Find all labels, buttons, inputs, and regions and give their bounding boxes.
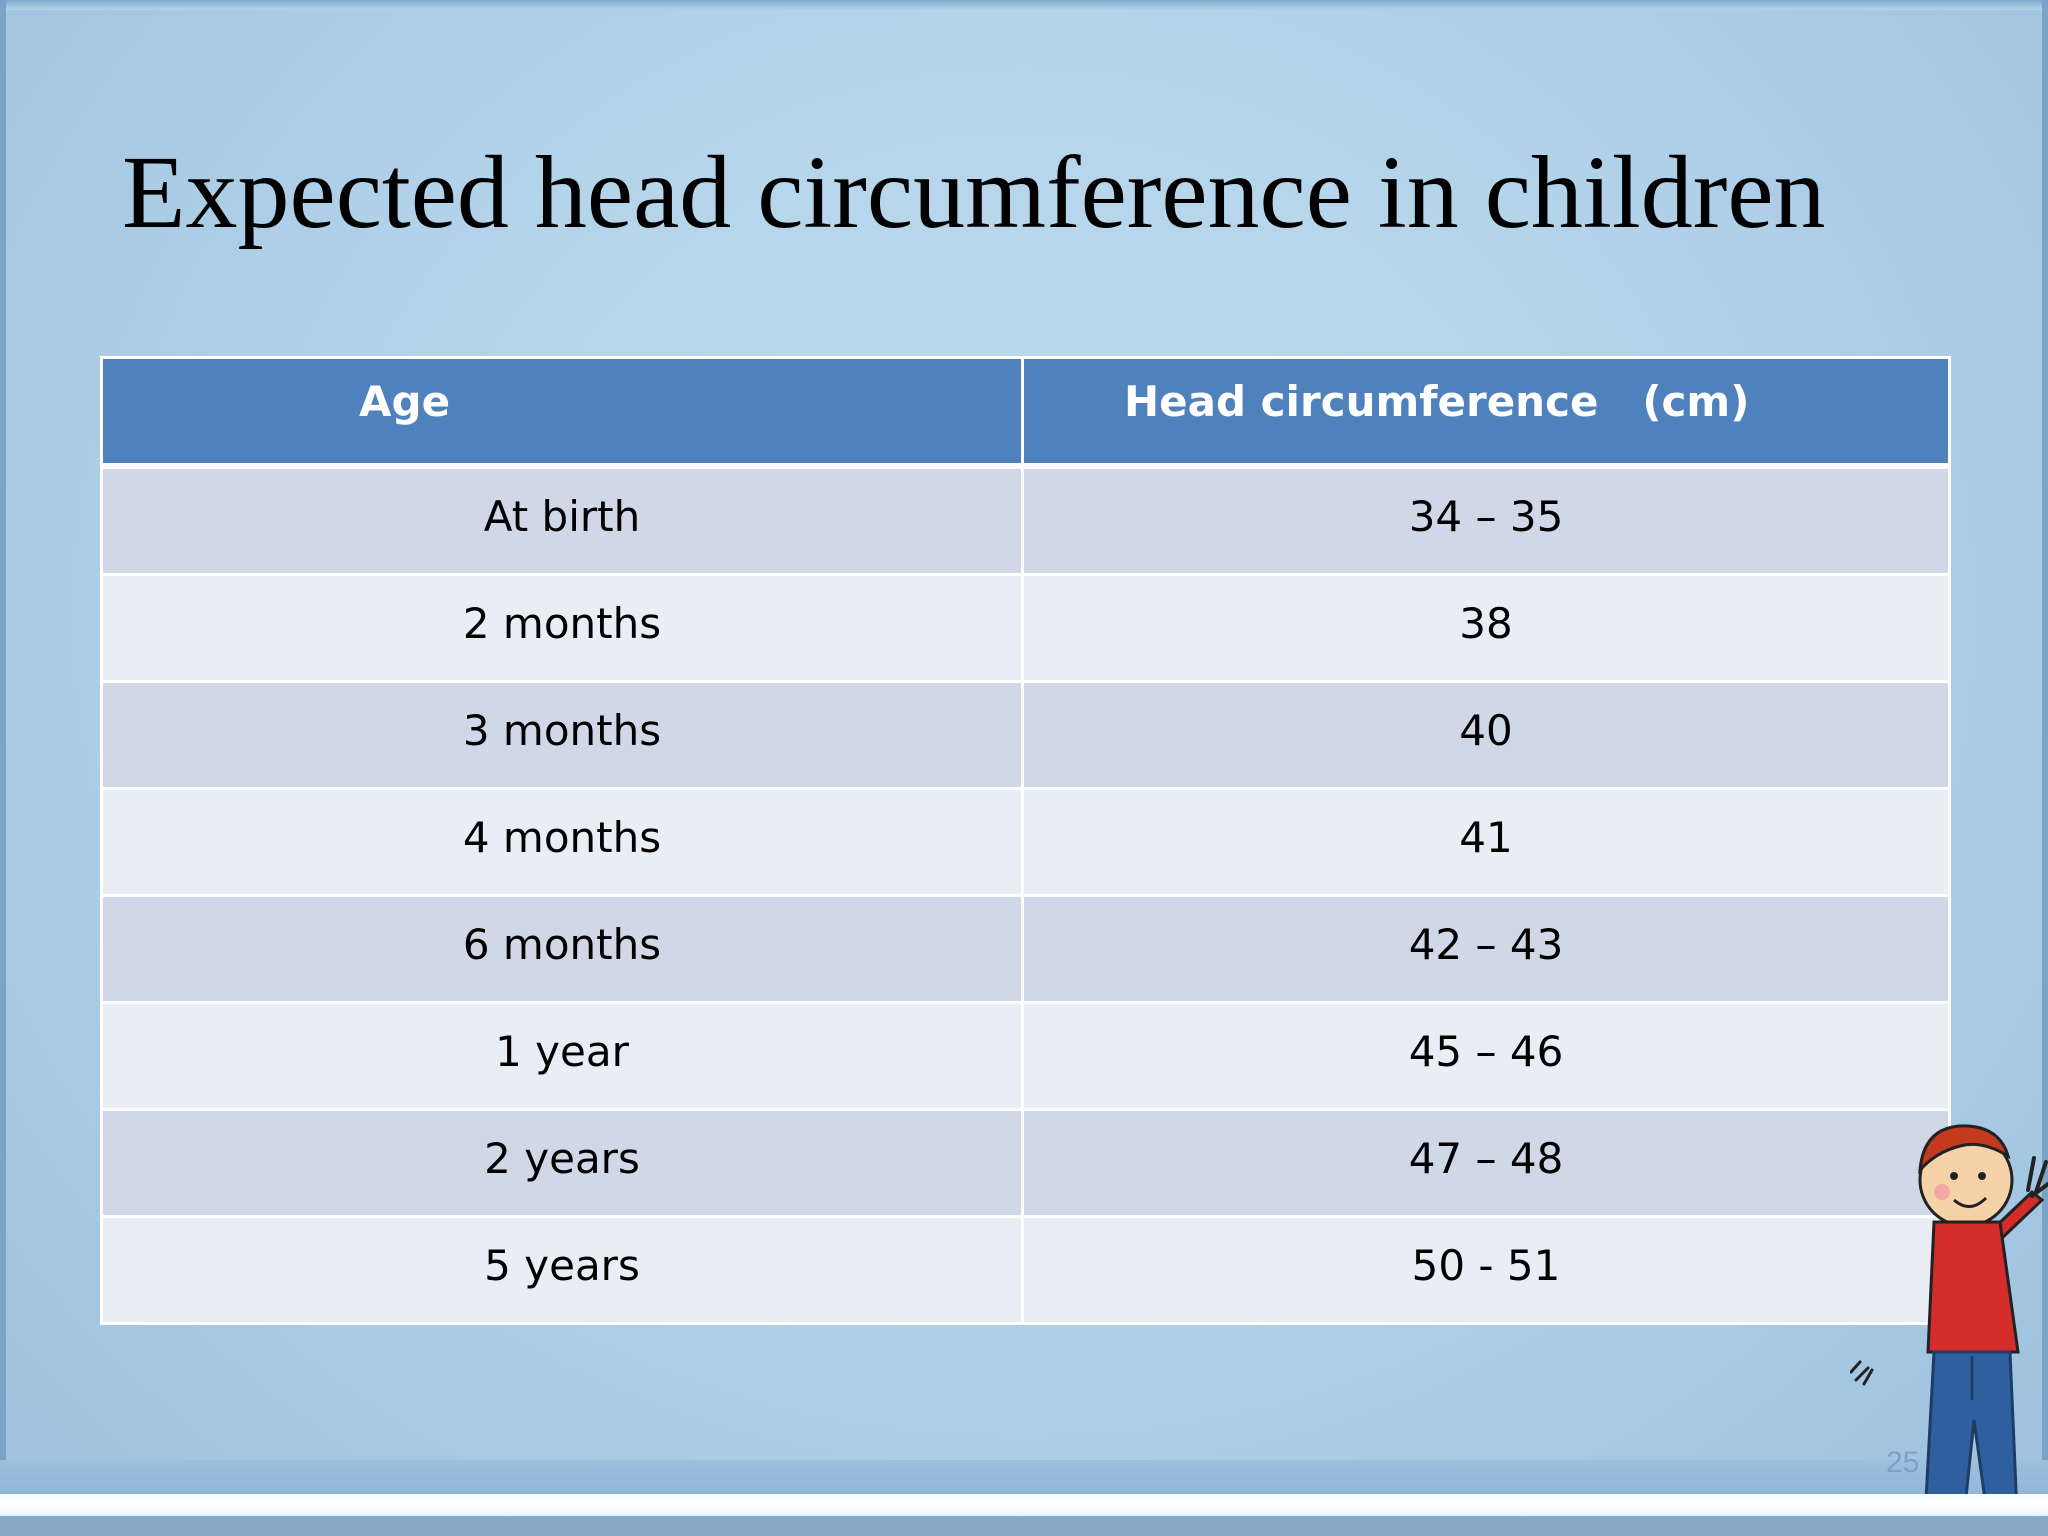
head-circumference-cell: 45 – 46 [1021,1001,1951,1111]
head-circumference-cell: 40 [1021,680,1951,790]
page-number: 25 [1886,1446,1920,1479]
age-cell: 4 months [100,787,1024,897]
head-circumference-cell: 38 [1021,573,1951,683]
table-row: 4 months 41 [100,787,1951,897]
table-row: 6 months 42 – 43 [100,894,1951,1004]
age-cell: 2 years [100,1108,1024,1218]
head-circumference-cell: 47 – 48 [1021,1108,1951,1218]
table-row: 5 years 50 - 51 [100,1215,1951,1325]
slide-title: Expected head circumference in children [122,135,1826,250]
table-row: 3 months 40 [100,680,1951,790]
head-circumference-table: Age Head circumference (cm) At birth 34 … [100,356,1951,1325]
age-cell: At birth [100,464,1024,576]
age-column-header: Age [100,356,1024,469]
table-header-row: Age Head circumference (cm) [100,356,1951,469]
age-cell: 2 months [100,573,1024,683]
table-row: 2 years 47 – 48 [100,1108,1951,1218]
age-cell: 5 years [100,1215,1024,1325]
slide-right-border [2042,0,2048,1536]
head-circumference-column-header: Head circumference (cm) [1021,356,1951,469]
head-circumference-cell: 41 [1021,787,1951,897]
head-circumference-cell: 34 – 35 [1021,464,1951,576]
table-row: At birth 34 – 35 [100,464,1951,576]
slide-left-border [0,0,6,1536]
head-circumference-cell: 50 - 51 [1021,1215,1951,1325]
slide-top-border [0,0,2048,10]
bottom-band [0,1516,2048,1536]
bottom-highlight-stripe [0,1494,2048,1516]
table-row: 1 year 45 – 46 [100,1001,1951,1111]
age-cell: 3 months [100,680,1024,790]
age-cell: 6 months [100,894,1024,1004]
table-row: 2 months 38 [100,573,1951,683]
head-circumference-cell: 42 – 43 [1021,894,1951,1004]
cartoon-child-waving-icon [1850,1124,2048,1536]
age-cell: 1 year [100,1001,1024,1111]
bottom-shadow [0,1460,2048,1500]
